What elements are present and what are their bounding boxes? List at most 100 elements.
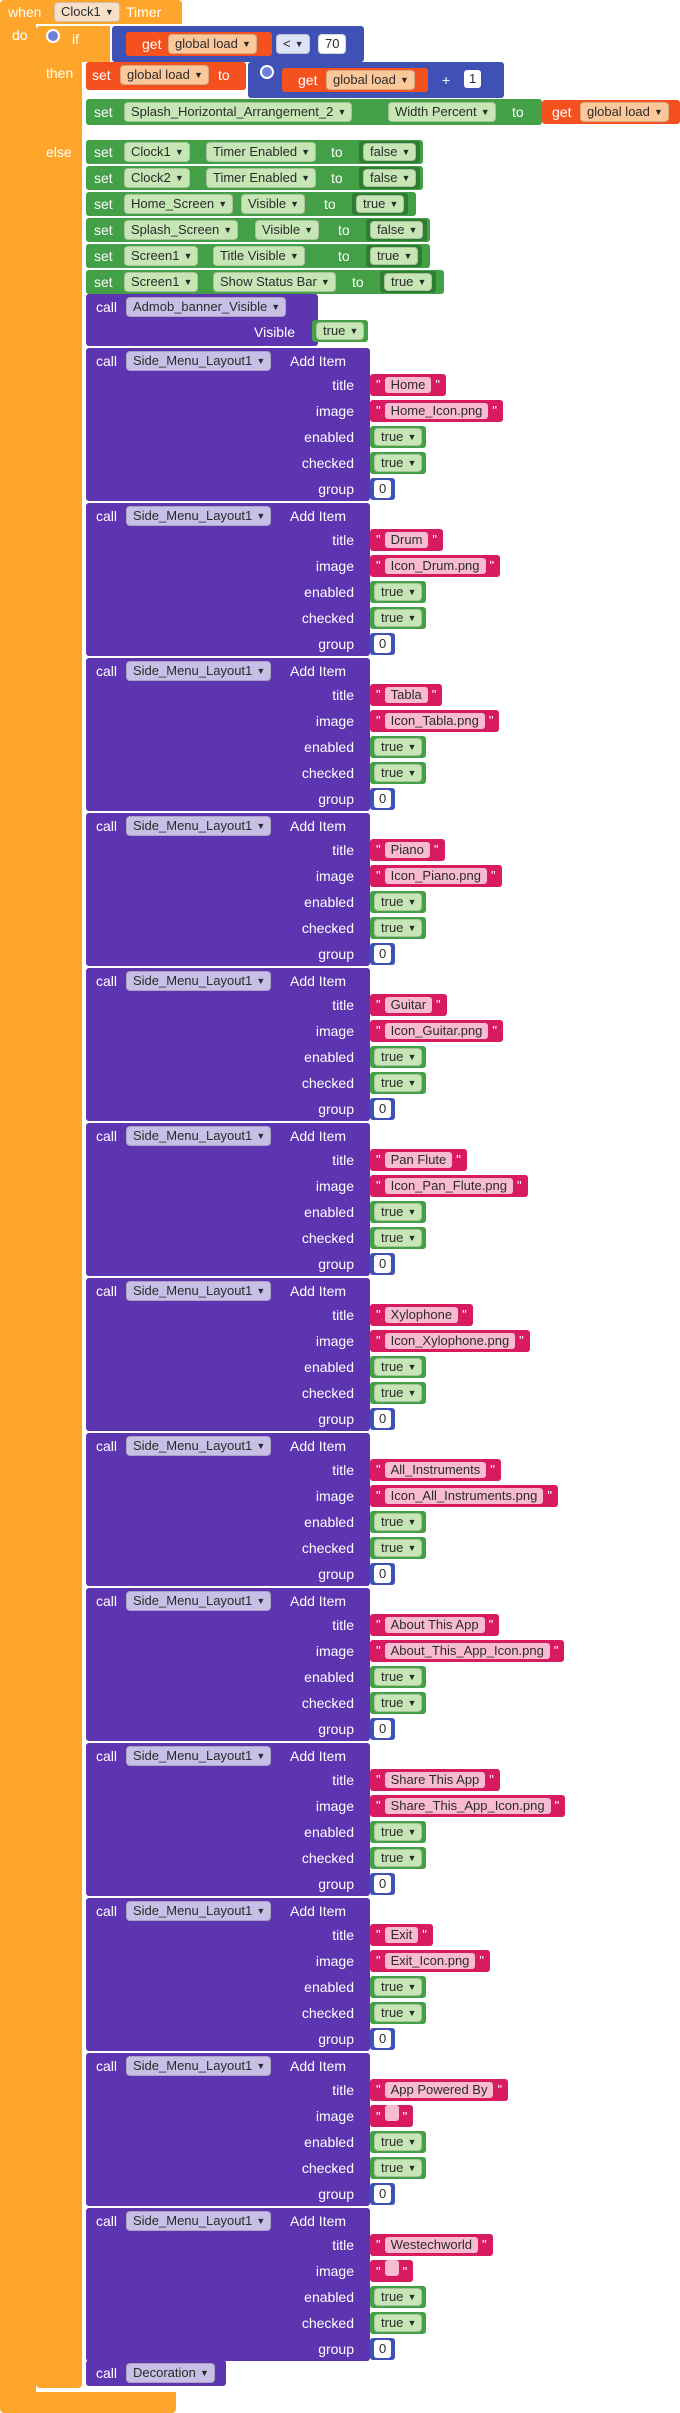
image-text-block[interactable]: " " bbox=[370, 2105, 414, 2127]
side-menu-component-dropdown[interactable]: Side_Menu_Layout1 ▼ bbox=[126, 1281, 272, 1301]
title-value[interactable]: All_Instruments bbox=[384, 1462, 487, 1478]
title-text-block[interactable]: " App Powered By " bbox=[370, 2079, 509, 2101]
title-value[interactable]: Westechworld bbox=[384, 2237, 479, 2253]
clock1-component-dropdown[interactable]: Clock1 ▼ bbox=[54, 2, 120, 22]
side-menu-component-dropdown[interactable]: Side_Menu_Layout1 ▼ bbox=[126, 1901, 272, 1921]
increment-number-block[interactable]: 1 bbox=[460, 68, 486, 90]
enabled-bool-block[interactable]: true ▼ bbox=[370, 736, 427, 758]
global-load-dropdown-3[interactable]: global load ▼ bbox=[580, 102, 669, 122]
bool-dropdown[interactable]: true ▼ bbox=[374, 2314, 423, 2332]
bool-dropdown[interactable]: true ▼ bbox=[374, 738, 423, 756]
bool-dropdown[interactable]: true ▼ bbox=[370, 247, 419, 265]
bool-dropdown[interactable]: true ▼ bbox=[374, 1978, 423, 1996]
call-add-item-block[interactable] bbox=[86, 503, 370, 656]
title-text-block[interactable]: " Piano " bbox=[370, 839, 445, 861]
bool-dropdown[interactable]: true ▼ bbox=[374, 2004, 423, 2022]
title-value[interactable]: App Powered By bbox=[384, 2082, 494, 2098]
image-value[interactable] bbox=[384, 2105, 399, 2121]
bool-value-block[interactable]: false ▼ bbox=[366, 219, 428, 241]
enabled-bool-block[interactable]: true ▼ bbox=[370, 1666, 427, 1688]
bool-dropdown[interactable]: true ▼ bbox=[374, 428, 423, 446]
title-text-block[interactable]: " Exit " bbox=[370, 1924, 433, 1946]
splash-arrangement-dropdown[interactable]: Splash_Horizontal_Arrangement_2 ▼ bbox=[124, 102, 353, 122]
side-menu-component-dropdown[interactable]: Side_Menu_Layout1 ▼ bbox=[126, 2056, 272, 2076]
call-add-item-block[interactable] bbox=[86, 1278, 370, 1431]
bool-dropdown[interactable]: true ▼ bbox=[374, 454, 423, 472]
group-number-block[interactable]: 0 bbox=[370, 2183, 396, 2205]
bool-dropdown[interactable]: true ▼ bbox=[374, 1203, 423, 1221]
title-value[interactable]: Share This App bbox=[384, 1772, 486, 1788]
bool-dropdown[interactable]: true ▼ bbox=[374, 1668, 423, 1686]
bool-dropdown[interactable]: true ▼ bbox=[384, 273, 433, 291]
call-add-item-block[interactable] bbox=[86, 1588, 370, 1741]
property-dropdown[interactable]: Timer Enabled ▼ bbox=[206, 168, 317, 188]
bool-dropdown[interactable]: true ▼ bbox=[374, 1849, 423, 1867]
checked-bool-block[interactable]: true ▼ bbox=[370, 452, 427, 474]
enabled-bool-block[interactable]: true ▼ bbox=[370, 1201, 427, 1223]
image-text-block[interactable]: " Icon_Drum.png " bbox=[370, 555, 501, 577]
checked-bool-block[interactable]: true ▼ bbox=[370, 917, 427, 939]
global-load-dropdown-2[interactable]: global load ▼ bbox=[326, 70, 415, 90]
call-add-item-block[interactable] bbox=[86, 2208, 370, 2361]
bool-dropdown[interactable]: true ▼ bbox=[374, 2159, 423, 2177]
bool-dropdown[interactable]: false ▼ bbox=[370, 221, 424, 239]
image-value[interactable]: Icon_Drum.png bbox=[384, 558, 486, 574]
image-text-block[interactable]: " Share_This_App_Icon.png " bbox=[370, 1795, 566, 1817]
image-text-block[interactable]: " Icon_Pan_Flute.png " bbox=[370, 1175, 528, 1197]
bool-dropdown[interactable]: true ▼ bbox=[374, 2288, 423, 2306]
property-dropdown[interactable]: Show Status Bar ▼ bbox=[213, 272, 336, 292]
group-number-block[interactable]: 0 bbox=[370, 1873, 396, 1895]
side-menu-component-dropdown[interactable]: Side_Menu_Layout1 ▼ bbox=[126, 816, 272, 836]
image-value[interactable]: Exit_Icon.png bbox=[384, 1953, 476, 1969]
title-text-block[interactable]: " Share This App " bbox=[370, 1769, 500, 1791]
bool-value-block[interactable]: true ▼ bbox=[380, 271, 437, 293]
call-add-item-block[interactable] bbox=[86, 1123, 370, 1276]
bool-value-block[interactable]: true ▼ bbox=[366, 245, 423, 267]
group-number-block[interactable]: 0 bbox=[370, 1563, 396, 1585]
group-number-block[interactable]: 0 bbox=[370, 943, 396, 965]
image-value[interactable] bbox=[384, 2260, 399, 2276]
image-value[interactable]: Home_Icon.png bbox=[384, 403, 489, 419]
image-text-block[interactable]: " Icon_Tabla.png " bbox=[370, 710, 500, 732]
component-dropdown[interactable]: Home_Screen ▼ bbox=[124, 194, 234, 214]
side-menu-component-dropdown[interactable]: Side_Menu_Layout1 ▼ bbox=[126, 1436, 272, 1456]
checked-bool-block[interactable]: true ▼ bbox=[370, 607, 427, 629]
property-dropdown[interactable]: Visible ▼ bbox=[255, 220, 320, 240]
image-text-block[interactable]: " Home_Icon.png " bbox=[370, 400, 504, 422]
group-number-block[interactable]: 0 bbox=[370, 1408, 396, 1430]
checked-bool-block[interactable]: true ▼ bbox=[370, 1537, 427, 1559]
set-var-dropdown[interactable]: global load ▼ bbox=[120, 65, 209, 85]
checked-bool-block[interactable]: true ▼ bbox=[370, 1072, 427, 1094]
checked-bool-block[interactable]: true ▼ bbox=[370, 1692, 427, 1714]
side-menu-component-dropdown[interactable]: Side_Menu_Layout1 ▼ bbox=[126, 971, 272, 991]
bool-dropdown[interactable]: true ▼ bbox=[374, 1229, 423, 1247]
title-text-block[interactable]: " Xylophone " bbox=[370, 1304, 473, 1326]
checked-bool-block[interactable]: true ▼ bbox=[370, 1382, 427, 1404]
gear-icon[interactable] bbox=[260, 65, 274, 82]
checked-bool-block[interactable]: true ▼ bbox=[370, 2002, 427, 2024]
image-value[interactable]: Icon_All_Instruments.png bbox=[384, 1488, 544, 1504]
title-text-block[interactable]: " Pan Flute " bbox=[370, 1149, 467, 1171]
title-value[interactable]: Exit bbox=[384, 1927, 419, 1943]
checked-bool-block[interactable]: true ▼ bbox=[370, 1847, 427, 1869]
title-value[interactable]: Xylophone bbox=[384, 1307, 459, 1323]
title-text-block[interactable]: " Westechworld " bbox=[370, 2234, 493, 2256]
bool-dropdown[interactable]: true ▼ bbox=[374, 2133, 423, 2151]
group-number-block[interactable]: 0 bbox=[370, 478, 396, 500]
call-add-item-block[interactable] bbox=[86, 813, 370, 966]
bool-dropdown[interactable]: true ▼ bbox=[374, 1074, 423, 1092]
gear-icon[interactable] bbox=[46, 29, 60, 46]
group-number-block[interactable]: 0 bbox=[370, 1098, 396, 1120]
enabled-bool-block[interactable]: true ▼ bbox=[370, 426, 427, 448]
side-menu-component-dropdown[interactable]: Side_Menu_Layout1 ▼ bbox=[126, 2211, 272, 2231]
title-value[interactable]: Tabla bbox=[384, 687, 428, 703]
image-text-block[interactable]: " Exit_Icon.png " bbox=[370, 1950, 491, 1972]
component-dropdown[interactable]: Clock1 ▼ bbox=[124, 142, 190, 162]
bool-dropdown[interactable]: true ▼ bbox=[374, 1048, 423, 1066]
title-text-block[interactable]: " About This App " bbox=[370, 1614, 500, 1636]
component-dropdown[interactable]: Screen1 ▼ bbox=[124, 272, 199, 292]
title-text-block[interactable]: " All_Instruments " bbox=[370, 1459, 501, 1481]
bool-dropdown[interactable]: true ▼ bbox=[374, 893, 423, 911]
call-add-item-block[interactable] bbox=[86, 968, 370, 1121]
title-value[interactable]: Guitar bbox=[384, 997, 433, 1013]
